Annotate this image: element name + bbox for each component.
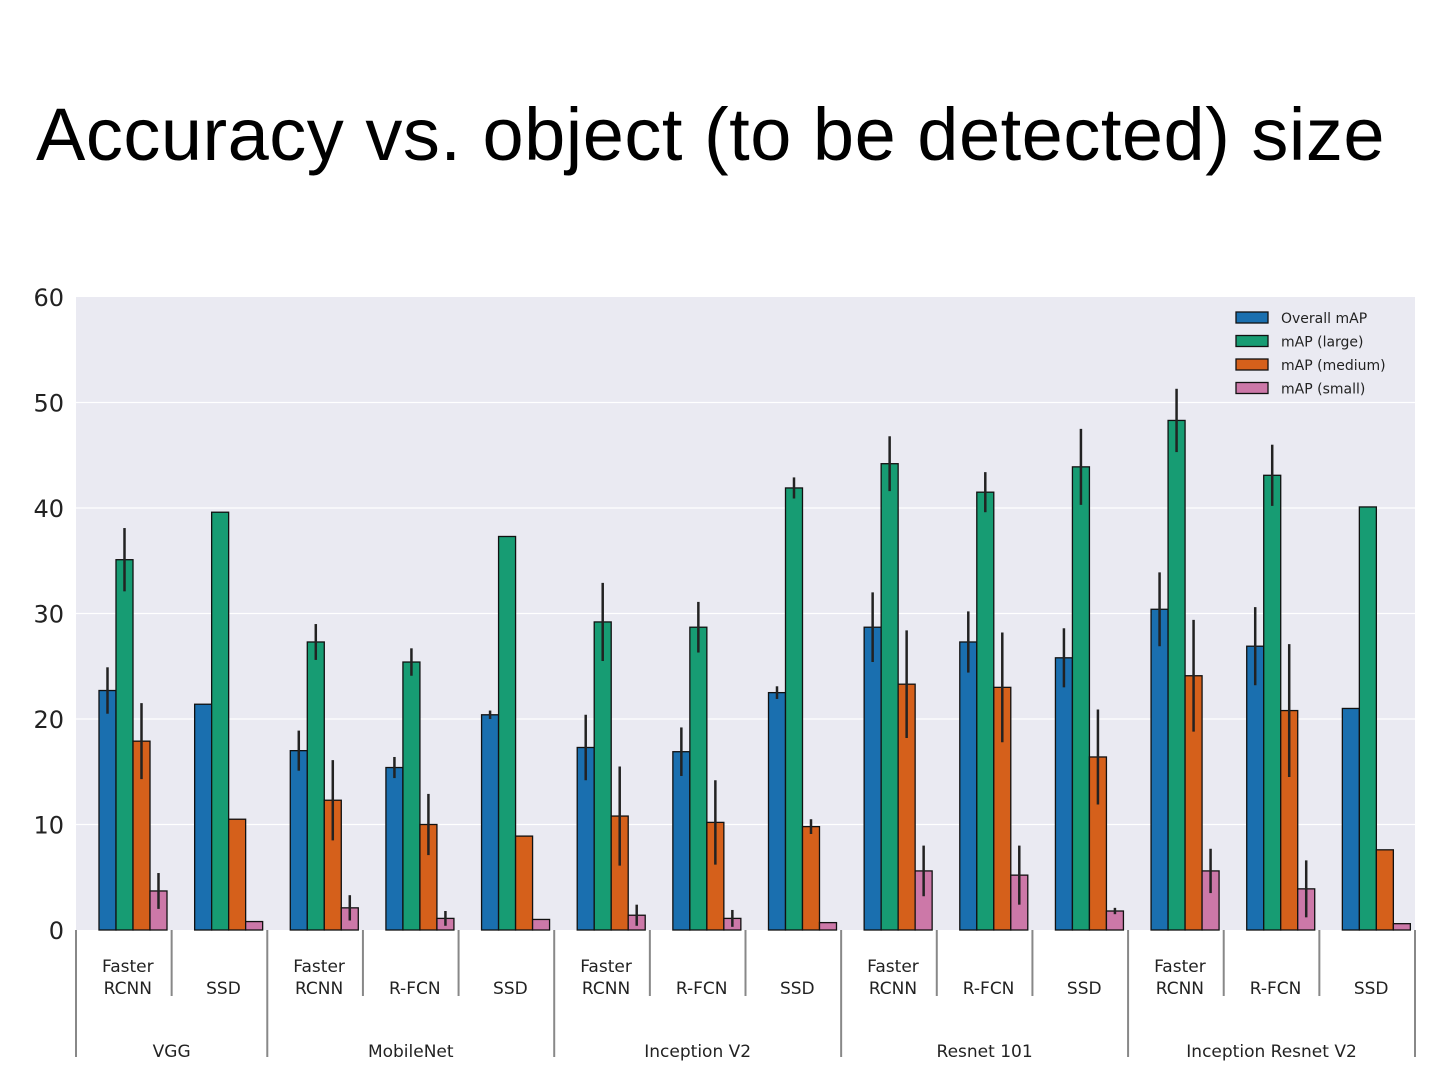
x-tick-label: Faster [293, 957, 345, 977]
backbone-label: Inception Resnet V2 [1186, 1042, 1356, 1062]
bar [1263, 474, 1282, 931]
bar [193, 703, 213, 931]
bar [497, 535, 517, 931]
bar [514, 835, 534, 931]
bar [531, 918, 551, 931]
bar [227, 818, 247, 931]
backbone-label: Resnet 101 [937, 1042, 1033, 1062]
x-tick-label: SSD [493, 979, 528, 999]
bar [1167, 419, 1186, 931]
legend-label: mAP (small) [1281, 382, 1365, 398]
x-tick-label: R-FCN [1250, 979, 1302, 999]
y-tick-label: 50 [33, 390, 64, 418]
x-tick-label: RCNN [869, 979, 917, 999]
legend-swatch [1235, 381, 1269, 395]
x-tick-label: Faster [1154, 957, 1206, 977]
bar [593, 621, 612, 931]
bar [115, 559, 134, 931]
legend-label: Overall mAP [1281, 311, 1367, 327]
x-tick-label: RCNN [104, 979, 152, 999]
x-tick-label: Faster [867, 957, 919, 977]
bar [1341, 707, 1361, 931]
x-tick-label: RCNN [295, 979, 343, 999]
bar [689, 626, 708, 931]
x-tick-label: R-FCN [676, 979, 728, 999]
x-tick-label: Faster [102, 957, 154, 977]
bar [863, 626, 882, 931]
bar [1358, 506, 1378, 931]
bar [402, 661, 421, 931]
y-tick-label: 40 [33, 495, 64, 523]
x-tick-label: SSD [1067, 979, 1102, 999]
bar [784, 487, 804, 931]
x-tick-label: SSD [206, 979, 241, 999]
x-tick-label: Faster [580, 957, 632, 977]
bar [1375, 849, 1395, 931]
legend-swatch [1235, 358, 1269, 371]
bar [959, 641, 978, 931]
x-tick-label: R-FCN [389, 979, 441, 999]
x-tick-label: SSD [780, 979, 815, 999]
bar [306, 641, 325, 931]
backbone-label: Inception V2 [644, 1042, 751, 1062]
bar [98, 689, 117, 931]
bar [818, 921, 838, 931]
bar [1071, 466, 1091, 931]
y-tick-label: 10 [33, 812, 64, 840]
y-tick-label: 20 [33, 706, 64, 734]
bar [1054, 657, 1074, 931]
x-tick-label: R-FCN [963, 979, 1015, 999]
legend-swatch [1235, 334, 1269, 348]
bar [244, 920, 264, 931]
bar [801, 825, 821, 931]
bar [289, 750, 308, 931]
bar [976, 491, 995, 931]
backbone-label: VGG [153, 1042, 191, 1062]
bar [1150, 608, 1169, 931]
backbone-label: MobileNet [368, 1042, 454, 1062]
legend-label: mAP (medium) [1281, 358, 1386, 374]
bar [767, 691, 787, 931]
legend-swatch [1235, 311, 1269, 324]
bar [672, 751, 691, 931]
slide-title: Accuracy vs. object (to be detected) siz… [36, 93, 1385, 176]
bar [1392, 923, 1412, 931]
bar [880, 463, 899, 931]
x-tick-label: RCNN [582, 979, 630, 999]
y-tick-label: 30 [33, 601, 64, 629]
bar [210, 511, 230, 931]
legend-label: mAP (large) [1281, 335, 1364, 351]
x-tick-label: RCNN [1156, 979, 1204, 999]
y-tick-label: 60 [33, 284, 64, 312]
y-tick-label: 0 [49, 917, 64, 945]
bar [385, 766, 404, 931]
bar [480, 714, 500, 931]
x-tick-label: SSD [1354, 979, 1389, 999]
bar [1246, 645, 1265, 931]
